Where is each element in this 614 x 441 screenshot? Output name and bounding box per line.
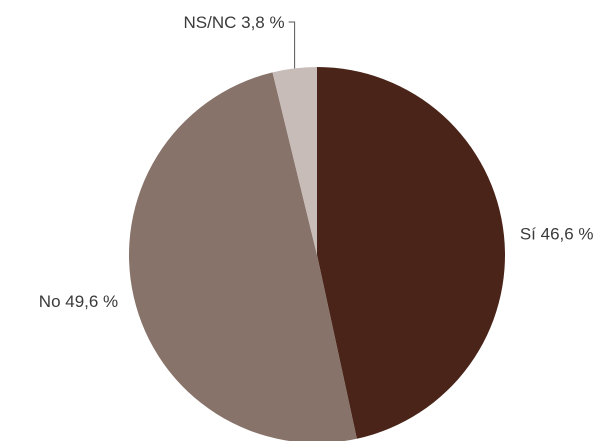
pie-slice-s- (317, 67, 505, 439)
pie-leader-line-ns-nc (288, 21, 296, 69)
pie-label-ns-nc: NS/NC 3,8 % (184, 13, 285, 32)
pie-slice-ns-nc (272, 67, 317, 255)
pie-slices (129, 67, 505, 441)
pie-slice-no (129, 72, 357, 441)
pie-label-no: No 49,6 % (39, 292, 118, 311)
pie-labels: Sí 46,6 % No 49,6 % NS/NC 3,8 % (39, 13, 594, 311)
pie-label-s-: Sí 46,6 % (520, 224, 594, 243)
